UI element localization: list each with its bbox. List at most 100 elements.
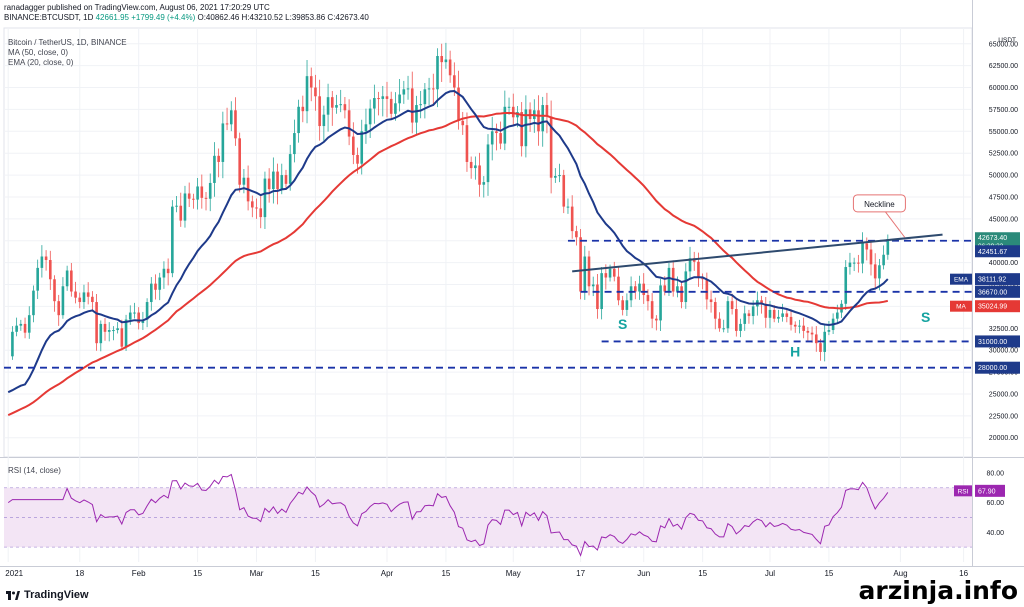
high-value: H:43210.52 <box>241 13 283 22</box>
candle <box>61 286 65 316</box>
candle <box>322 114 326 127</box>
candle <box>537 110 540 132</box>
candle <box>82 292 86 303</box>
candle <box>667 267 671 292</box>
candle <box>886 238 890 255</box>
candle <box>200 186 204 198</box>
candle <box>760 300 763 304</box>
watermark: arzinja.info <box>858 576 1018 605</box>
candle <box>680 286 683 303</box>
candle <box>398 94 401 104</box>
ema-value-badge <box>975 273 1020 286</box>
candle <box>650 301 654 319</box>
candle <box>343 104 347 111</box>
candle <box>120 328 124 347</box>
pattern-label: S <box>618 316 627 332</box>
candle <box>730 301 734 310</box>
candle <box>608 268 612 278</box>
candle <box>579 237 582 292</box>
candle <box>591 284 595 287</box>
candle <box>798 325 801 327</box>
candle <box>524 109 528 147</box>
price-tick-label: 62500.00 <box>989 63 1018 70</box>
candle <box>192 198 195 200</box>
candle <box>848 262 852 268</box>
candle <box>326 97 330 115</box>
candle <box>474 165 477 169</box>
candle <box>65 270 69 287</box>
candle <box>242 177 246 185</box>
candle <box>806 330 810 333</box>
candle <box>659 285 662 321</box>
candle <box>520 112 523 147</box>
candle <box>301 106 305 112</box>
candle <box>171 206 174 274</box>
candle <box>154 283 157 290</box>
candle <box>861 243 864 264</box>
price-tick-label: 45000.00 <box>989 216 1018 223</box>
level-28000-badge <box>975 361 1020 374</box>
candle <box>95 302 98 344</box>
candle <box>448 59 452 76</box>
candle <box>221 123 225 162</box>
candle <box>768 309 772 318</box>
candle <box>827 330 831 332</box>
candle <box>810 332 814 335</box>
time-tick-label: 15 <box>193 569 202 578</box>
candle <box>747 313 751 317</box>
candle <box>272 171 275 190</box>
candle <box>457 87 460 121</box>
candle <box>495 131 498 134</box>
candle <box>419 104 422 106</box>
candle <box>844 267 848 304</box>
candle <box>739 323 742 331</box>
rsi-tick-label: 60.00 <box>986 500 1004 507</box>
rsi-tag <box>954 485 972 497</box>
candle <box>128 312 132 320</box>
candle <box>785 313 789 317</box>
candle <box>352 136 355 155</box>
price-tick-label: 40000.00 <box>989 260 1018 267</box>
candle <box>238 138 241 185</box>
candle <box>583 256 587 292</box>
time-tick-label: 17 <box>576 569 585 578</box>
ma-value-tag-label: MA <box>956 304 966 311</box>
candle <box>309 76 313 88</box>
candle <box>347 110 351 137</box>
tradingview-icon <box>6 590 20 600</box>
pattern-label: H <box>790 343 800 359</box>
candle <box>777 316 780 319</box>
rsi-tag-label: RSI <box>958 488 969 495</box>
price-tick-label: 37500.00 <box>989 282 1018 289</box>
time-tick-label: Apr <box>381 569 394 578</box>
price-tick-label: 65000.00 <box>989 41 1018 48</box>
candle <box>709 299 713 303</box>
candle <box>44 256 48 261</box>
candle <box>852 262 856 264</box>
candle <box>878 265 881 279</box>
candle <box>149 283 153 303</box>
time-tick-label: 2021 <box>5 569 23 578</box>
candle <box>633 286 637 292</box>
candle <box>99 323 103 344</box>
candle <box>86 292 90 297</box>
candle <box>814 334 818 344</box>
candle <box>15 325 18 332</box>
candle <box>339 104 343 106</box>
legend-ema: EMA (20, close, 0) <box>8 58 74 67</box>
candle <box>225 123 229 125</box>
candle <box>293 133 296 155</box>
price-tick-label: 52500.00 <box>989 151 1018 158</box>
candle <box>596 284 599 310</box>
candle <box>112 330 115 332</box>
candle <box>133 312 136 314</box>
ma-value-badge <box>975 300 1020 313</box>
candle <box>836 312 839 319</box>
price-tick-label: 50000.00 <box>989 173 1018 180</box>
candle <box>857 262 860 264</box>
prev-close-badge <box>975 245 1020 258</box>
low-value: L:39853.86 <box>285 13 326 22</box>
candle <box>175 205 178 207</box>
publisher-line: ranadagger published on TradingView.com,… <box>4 3 270 12</box>
